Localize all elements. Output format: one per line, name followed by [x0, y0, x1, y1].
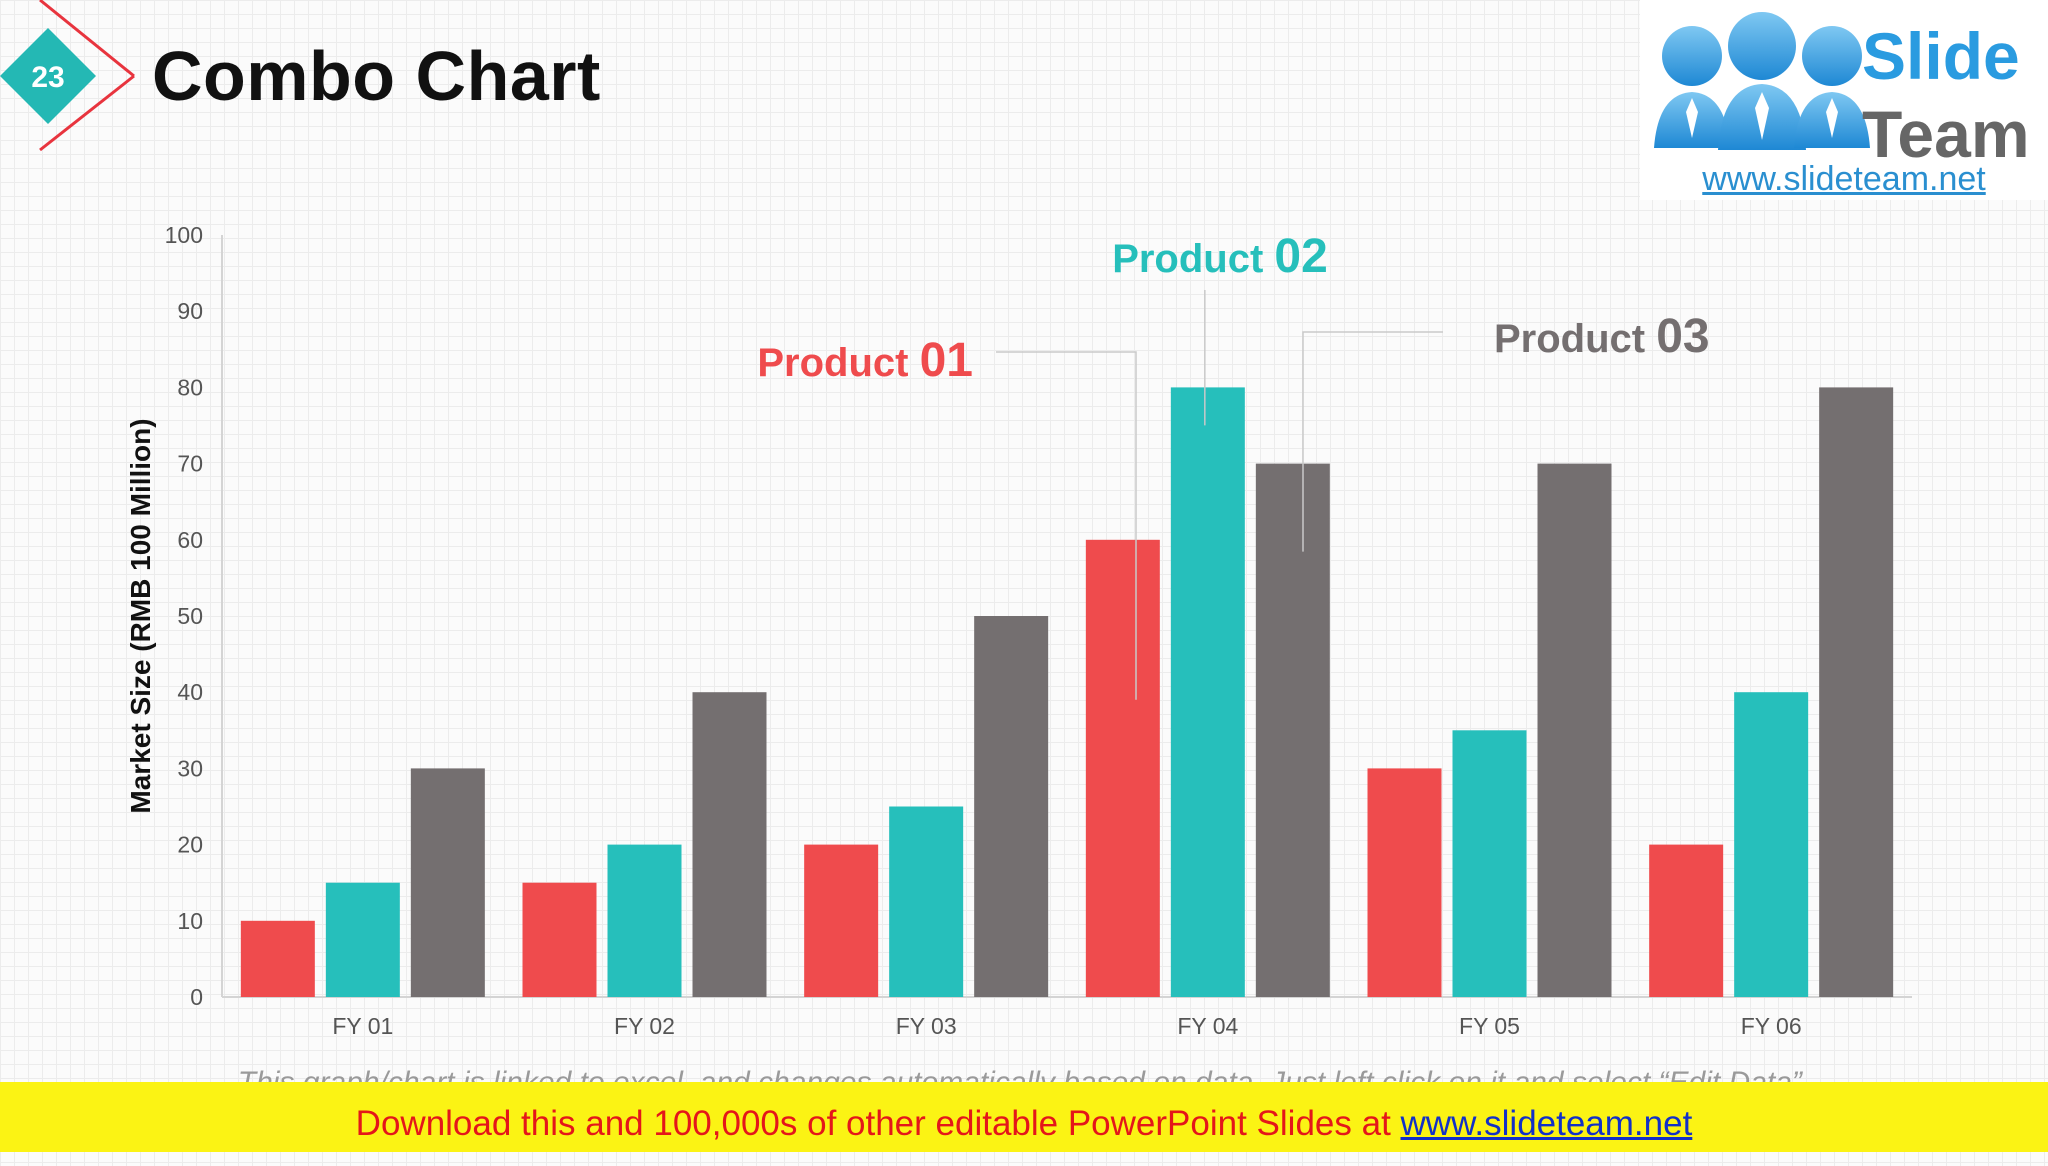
y-tick-label: 20	[177, 832, 203, 858]
bar-product-02-fy-05[interactable]	[1452, 730, 1527, 997]
callout-label-product-01: Product 01	[757, 334, 973, 387]
banner-text: Download this and 100,000s of other edit…	[355, 1104, 1401, 1143]
bar-product-01-fy-03[interactable]	[804, 844, 879, 997]
x-tick-label: FY 03	[896, 1013, 957, 1039]
bar-product-02-fy-02[interactable]	[607, 844, 682, 997]
bar-product-02-fy-01[interactable]	[325, 882, 400, 997]
y-tick-label: 10	[177, 908, 203, 934]
y-tick-label: 60	[177, 527, 203, 553]
x-tick-label: FY 05	[1459, 1013, 1520, 1039]
slide-title: Combo Chart	[152, 37, 601, 115]
y-tick-label: 40	[177, 679, 203, 705]
x-tick-label: FY 01	[332, 1013, 393, 1039]
callout-leader-product-03	[1302, 331, 1443, 552]
bar-product-03-fy-06[interactable]	[1819, 387, 1894, 997]
download-banner: Download this and 100,000s of other edit…	[0, 1082, 2048, 1152]
logo-word-team: Team	[1862, 97, 2030, 171]
y-tick-label: 90	[177, 298, 203, 324]
callout-label-product-03: Product 03	[1494, 310, 1710, 363]
banner-link[interactable]: www.slideteam.net	[1400, 1104, 1693, 1143]
bar-product-03-fy-04[interactable]	[1255, 463, 1330, 998]
bar-product-03-fy-02[interactable]	[692, 692, 767, 997]
y-axis-title: Market Size (RMB 100 Million)	[125, 418, 156, 813]
x-tick-label: FY 06	[1741, 1013, 1802, 1039]
bar-product-02-fy-03[interactable]	[889, 806, 964, 998]
slideteam-logo[interactable]: Slide Team www.slideteam.net	[1640, 0, 2048, 200]
logo-url-link[interactable]: www.slideteam.net	[1702, 160, 1986, 198]
y-tick-label: 70	[177, 451, 203, 477]
bar-product-01-fy-05[interactable]	[1367, 768, 1442, 997]
bar-product-01-fy-02[interactable]	[522, 882, 597, 997]
bar-product-01-fy-04[interactable]	[1085, 539, 1160, 997]
bar-product-02-fy-04[interactable]	[1170, 387, 1245, 997]
bar-product-02-fy-06[interactable]	[1734, 692, 1809, 997]
combo-chart: 0 10 20 30 40 50 60 70 80 90 100 FY 01 FY 02 FY 03 FY…	[125, 222, 1912, 1039]
y-tick-label: 0	[190, 984, 203, 1010]
callout-label-product-02: Product 02	[1112, 230, 1328, 283]
x-tick-label: FY 04	[1177, 1013, 1238, 1039]
x-tick-label: FY 02	[614, 1013, 675, 1039]
bar-product-01-fy-06[interactable]	[1649, 844, 1724, 997]
y-tick-label: 80	[177, 374, 203, 400]
logo-word-slide: Slide	[1862, 19, 2020, 93]
callout-leader-product-01	[996, 351, 1137, 700]
slide-number-badge: 23	[0, 0, 135, 152]
bar-product-03-fy-05[interactable]	[1537, 463, 1612, 998]
y-tick-label: 50	[177, 603, 203, 629]
y-tick-label: 100	[165, 222, 203, 248]
bar-product-03-fy-01[interactable]	[410, 768, 485, 997]
people-icon	[1654, 12, 1870, 150]
bar-product-03-fy-03[interactable]	[974, 616, 1049, 997]
bar-product-01-fy-01[interactable]	[240, 920, 315, 997]
y-tick-label: 30	[177, 755, 203, 781]
slide-number: 23	[31, 61, 64, 94]
